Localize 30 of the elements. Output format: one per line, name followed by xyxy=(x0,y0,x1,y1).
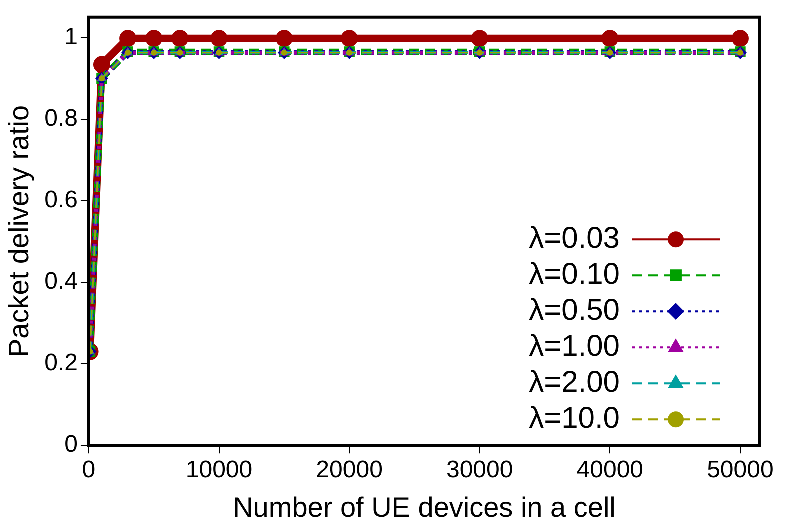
x-tick-label: 20000 xyxy=(316,456,383,484)
legend-label: λ=0.50 xyxy=(529,294,620,327)
legend-label: λ=0.10 xyxy=(529,258,620,291)
legend-label: λ=10.0 xyxy=(529,402,620,435)
y-tick-label: 0 xyxy=(64,431,78,458)
point xyxy=(276,30,293,48)
x-tick-label: 40000 xyxy=(576,456,644,484)
legend-label: λ=0.03 xyxy=(529,222,620,255)
x-tick-label: 10000 xyxy=(186,456,253,484)
x-tick-label: 50000 xyxy=(707,456,774,484)
x-tick-label: 0 xyxy=(82,456,96,484)
point xyxy=(341,30,358,48)
y-tick-label: 0.6 xyxy=(44,186,78,214)
point xyxy=(146,30,163,48)
point xyxy=(471,30,488,48)
y-tick-label: 0.2 xyxy=(44,350,78,377)
legend-label: λ=2.00 xyxy=(529,366,620,399)
point xyxy=(93,56,110,74)
y-tick-label: 1 xyxy=(64,23,78,50)
y-tick-label: 0.8 xyxy=(44,104,78,132)
y-axis-title: Packet delivery ratio xyxy=(4,105,35,358)
point xyxy=(172,30,189,48)
legend-label: λ=1.00 xyxy=(529,330,620,363)
x-tick-label: 30000 xyxy=(446,456,514,484)
point xyxy=(210,30,228,48)
point xyxy=(732,30,749,48)
y-tick-label: 0.4 xyxy=(44,268,78,296)
point xyxy=(120,30,137,48)
x-axis-title: Number of UE devices in a cell xyxy=(233,492,616,523)
point xyxy=(602,30,619,48)
